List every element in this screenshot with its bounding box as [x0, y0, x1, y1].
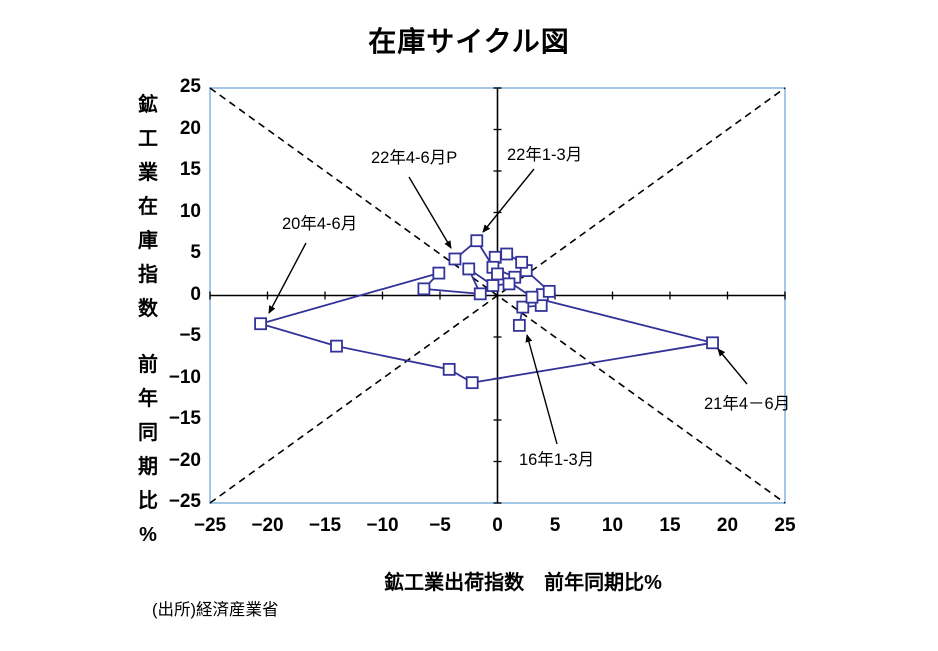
x-tick-label--20: −20: [251, 515, 284, 536]
y-axis-title-char: 数: [138, 298, 158, 320]
source-note: (出所)経済産業省: [152, 601, 279, 619]
data-point-20年10-12月: [442, 362, 456, 376]
data-point-21年4-6月: [706, 336, 719, 350]
y-axis-title-lower: 前年同期比%: [134, 348, 162, 552]
annotation-label-16年1-3月: 16年1-3月: [519, 451, 595, 469]
annotation-label-22年1-3月: 22年1-3月: [507, 146, 583, 164]
data-point-19年10-12月: [417, 282, 431, 296]
y-axis-title-char: 比: [138, 490, 158, 512]
chart-title: 在庫サイクル図: [368, 26, 570, 57]
data-point-17年10-12月: [500, 247, 514, 261]
y-axis-title-char: 在: [138, 196, 158, 218]
data-point-17年7-9月: [515, 255, 529, 269]
data-point-21年1-3月: [465, 376, 479, 390]
y-tick-label-0: 0: [190, 283, 201, 305]
data-point-16年1-3月: [512, 318, 526, 332]
y-tick-label-20: 20: [179, 117, 201, 139]
x-tick-label-25: 25: [774, 515, 796, 536]
annotation-label-21年4-6月: 21年4－6月: [704, 395, 791, 413]
y-axis-title-char: 指: [138, 264, 158, 286]
data-point-20年7-9月: [330, 339, 343, 353]
data-point-16年4-6月: [516, 300, 530, 314]
annotation-arrow-21年4-6月: [717, 348, 748, 385]
y-axis-title-char: 鉱: [138, 94, 158, 116]
data-point-22年1-3月: [470, 234, 484, 248]
data-point-20年1-3月: [432, 266, 446, 280]
data-point-19年1-3月: [486, 279, 500, 292]
y-axis-title-char: %: [139, 524, 157, 546]
annotation-arrow-22年1-3月: [482, 168, 535, 233]
data-point-17年1-3月: [542, 284, 556, 298]
annotation-label-20年4-6月: 20年4-6月: [282, 215, 358, 233]
y-tick-label--15: −15: [168, 408, 201, 429]
annotation-arrow-20年4-6月: [268, 242, 307, 314]
annotation-arrow-22年4-6月P: [408, 176, 452, 249]
data-point-21年10-12月: [491, 267, 504, 281]
y-axis-title-char: 同: [138, 422, 158, 444]
y-axis-title-char: 前: [138, 354, 158, 376]
x-tick-label-10: 10: [601, 515, 624, 536]
y-axis-title-char: 期: [138, 456, 158, 478]
y-axis-title-char: 年: [138, 388, 158, 410]
data-point-19年4-6月: [462, 262, 476, 276]
x-tick-label--25: −25: [193, 515, 227, 536]
x-tick-label--10: −10: [366, 515, 399, 536]
y-tick-label--20: −20: [168, 449, 201, 471]
y-axis-title-upper: 鉱工業在庫指数: [134, 88, 162, 326]
y-tick-label-15: 15: [179, 159, 201, 180]
y-axis-title-char: 業: [138, 162, 158, 184]
x-tick-label-5: 5: [549, 515, 561, 536]
data-point-18年10-12月: [502, 277, 516, 291]
x-tick-label--5: −5: [429, 515, 451, 536]
y-tick-label--10: −10: [168, 366, 201, 388]
annotation-label-22年4-6月P: 22年4-6月P: [371, 149, 458, 167]
y-tick-label-10: 10: [179, 200, 201, 222]
data-point-22年4-6月P: [448, 252, 462, 266]
x-axis-title: 鉱工業出荷指数 前年同期比%: [384, 572, 662, 594]
x-tick-label-15: 15: [659, 515, 681, 536]
x-tick-label-0: 0: [492, 515, 503, 536]
data-point-21年7-9月: [525, 290, 539, 304]
annotation-arrow-16年1-3月: [525, 334, 558, 445]
y-tick-label--25: −25: [168, 491, 201, 512]
y-tick-label-25: 25: [179, 76, 201, 97]
y-axis-title-char: 庫: [138, 230, 158, 252]
y-axis-title-char: 工: [138, 128, 158, 150]
y-tick-label--5: −5: [179, 325, 201, 346]
x-tick-label-20: 20: [716, 515, 739, 536]
data-point-19年7-9月: [473, 287, 487, 301]
x-tick-label--15: −15: [308, 515, 342, 536]
y-tick-label-5: 5: [190, 242, 201, 263]
data-point-20年4-6月: [254, 317, 268, 331]
